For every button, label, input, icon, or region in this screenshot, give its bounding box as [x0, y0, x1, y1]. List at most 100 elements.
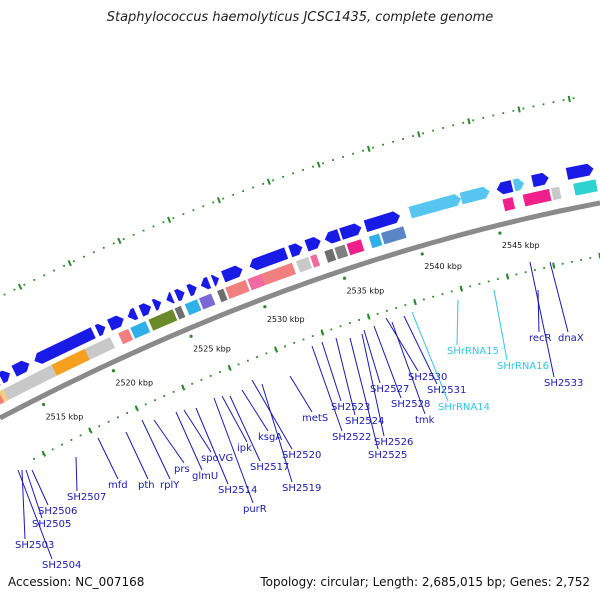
inner-ring-dash — [552, 262, 556, 269]
gene-label: SH2507 — [67, 492, 106, 503]
gene-label: SH2531 — [427, 385, 466, 396]
gene-label-group: SH2530 — [385, 317, 447, 383]
scale-tick-label: 2540 kbp — [424, 262, 462, 271]
gene-label: SH2514 — [218, 485, 257, 496]
feature-block — [217, 288, 228, 303]
gene-arrow — [363, 211, 400, 232]
inner-ring-dash — [227, 364, 232, 372]
feature-block — [118, 328, 134, 345]
scale-tick: 2515 kbp — [42, 402, 83, 422]
ring-dot — [202, 205, 205, 208]
gene-leader-line — [241, 389, 269, 432]
outer-dot-ring — [3, 97, 575, 296]
gene-leader-line — [31, 469, 49, 506]
outer-ring-dash — [167, 216, 172, 223]
gene-label-group: metS — [289, 375, 328, 424]
feature-block — [551, 186, 562, 201]
gene-label: prs — [174, 464, 190, 475]
gene-arrow — [221, 265, 243, 283]
gene-leader-line — [537, 289, 540, 333]
ring-dot — [376, 312, 379, 315]
gene-label: SHrRNA14 — [438, 402, 490, 413]
ring-dot — [70, 439, 73, 441]
gene-label-group: SH2524 — [335, 337, 384, 427]
feature-block — [247, 273, 266, 291]
ring-dot — [342, 156, 344, 158]
ring-dot — [492, 114, 495, 117]
gene-label: SH2533 — [544, 378, 583, 389]
ring-dot — [552, 101, 555, 104]
ring-dot — [302, 338, 305, 341]
ring-dot — [497, 278, 499, 280]
ring-dot — [332, 159, 334, 161]
gene-arrow — [174, 289, 185, 302]
gene-leader-line — [493, 289, 508, 361]
gene-leader-line — [183, 409, 212, 453]
feature-block — [502, 197, 516, 212]
gene-leader-line — [335, 337, 356, 416]
inner-ring-dash — [274, 346, 279, 353]
ring-dot — [532, 105, 535, 108]
gene-label-group: SH2506 — [31, 469, 77, 517]
ring-dot — [246, 359, 249, 362]
gene-leader-line — [141, 419, 171, 480]
ring-dot — [272, 179, 275, 182]
gene-leader-line — [251, 379, 293, 450]
gene-label: SHrRNA16 — [497, 361, 549, 372]
ring-dot — [392, 140, 394, 143]
ring-dot — [242, 190, 245, 193]
ring-dot — [144, 403, 147, 406]
ring-dot — [116, 416, 119, 419]
ring-dot — [512, 109, 515, 112]
gene-label: glmU — [192, 471, 218, 482]
gene-arrow — [166, 292, 175, 304]
scale-tick-mark — [498, 231, 502, 235]
ring-dot — [452, 124, 455, 127]
inner-ring-dash — [88, 427, 93, 434]
scale-tick-mark — [42, 402, 46, 407]
ring-dot — [422, 132, 425, 135]
gene-label-group: dnaX — [549, 261, 584, 344]
ring-dot — [219, 371, 221, 373]
ring-dot — [522, 107, 525, 110]
ring-dot — [561, 262, 564, 265]
gene-label: SH2528 — [391, 399, 430, 410]
scale-tick-mark — [342, 276, 347, 280]
ring-dot — [33, 279, 36, 281]
gene-leader-line — [456, 299, 459, 346]
ring-dot — [172, 390, 175, 393]
feature-block — [198, 293, 216, 310]
gene-leader-line — [195, 407, 229, 485]
gene-leader-line — [25, 469, 43, 519]
ring-dot — [262, 182, 265, 185]
ring-dot — [3, 293, 6, 296]
ring-dot — [542, 103, 545, 106]
ring-dot — [192, 209, 195, 212]
feature-block — [368, 233, 383, 249]
ring-dot — [478, 282, 481, 285]
gene-arrow — [339, 223, 362, 240]
gene-label: SH2519 — [282, 483, 321, 494]
ring-dot — [132, 233, 135, 236]
ring-dot — [515, 273, 518, 276]
outer-ring-dash — [467, 118, 471, 125]
ring-dot — [237, 363, 240, 366]
gene-label-group: SH2520 — [251, 379, 321, 461]
ring-dot — [92, 251, 95, 254]
ring-dot — [534, 269, 536, 271]
gene-label: SH2520 — [282, 450, 321, 461]
gene-arrow — [151, 298, 162, 311]
feature-block — [334, 244, 349, 260]
feature-block — [184, 299, 202, 316]
feature-block — [225, 279, 250, 299]
inner-ring-dash — [366, 313, 371, 320]
ring-dot — [543, 267, 546, 269]
ring-dot — [330, 328, 333, 331]
outer-ring-dash — [517, 106, 521, 113]
ring-dot — [404, 304, 407, 306]
gene-label: SH2523 — [331, 402, 370, 413]
ring-dot — [462, 121, 465, 124]
ring-dot — [395, 307, 398, 309]
ring-dot — [293, 341, 296, 344]
scale-tick: 2520 kbp — [111, 369, 153, 388]
